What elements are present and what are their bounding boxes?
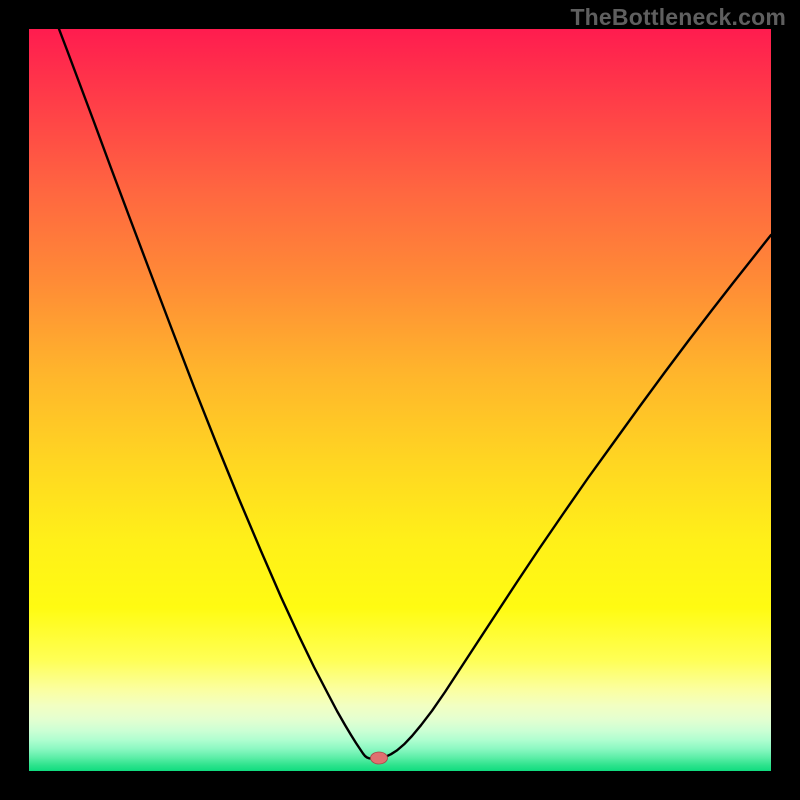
plot-background (29, 29, 771, 771)
minimum-marker (371, 752, 388, 764)
plot-area (29, 29, 771, 771)
plot-svg (29, 29, 771, 771)
chart-container: TheBottleneck.com (0, 0, 800, 800)
watermark-text: TheBottleneck.com (570, 4, 786, 31)
